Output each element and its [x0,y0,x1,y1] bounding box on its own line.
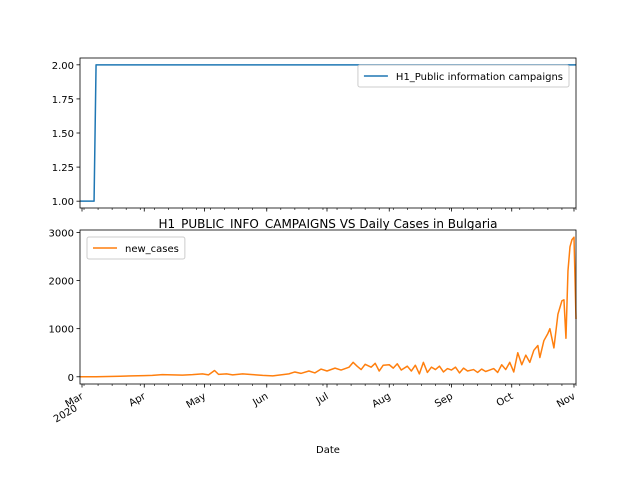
top-legend-label: H1_Public information campaigns [396,72,563,83]
chart-title: H1_PUBLIC_INFO_CAMPAIGNS VS Daily Cases … [158,217,497,231]
bottom-legend-box [86,236,186,260]
x-axis-label: Date [316,445,340,456]
top-series-group [80,64,576,202]
bottom-legend-label: new_cases [125,244,179,255]
top-series-line [80,64,576,202]
top-y-tick-label: 1.50 [52,129,74,140]
top-y-tick-label: 1.25 [52,163,74,174]
top-y-tick-label: 1.75 [52,95,74,106]
bottom-y-tick-label: 3000 [49,228,74,239]
bottom-legend: new_cases [86,236,186,260]
bottom-subplot: H1_PUBLIC_INFO_CAMPAIGNS VS Daily Cases … [49,208,578,456]
top-subplot: 1.00 1.25 1.50 1.75 2.00 H1_Public informati… [52,57,577,209]
bottom-y-tick-label: 2000 [49,277,74,288]
top-legend-box [357,64,570,88]
bottom-series-line [80,236,577,378]
bottom-y-ticks: 0 1000 2000 3000 [49,228,80,384]
bottom-plot-frame [79,229,577,385]
top-y-tick-label: 1.00 [52,197,74,208]
top-legend: H1_Public information campaigns [357,64,570,88]
bottom-y-tick-label: 0 [68,373,74,384]
bottom-series-group [80,236,577,378]
bottom-y-tick-label: 1000 [49,325,74,336]
top-y-ticks: 1.00 1.25 1.50 1.75 2.00 [52,61,80,208]
top-y-tick-label: 2.00 [52,61,74,72]
top-plot-frame [79,57,577,209]
